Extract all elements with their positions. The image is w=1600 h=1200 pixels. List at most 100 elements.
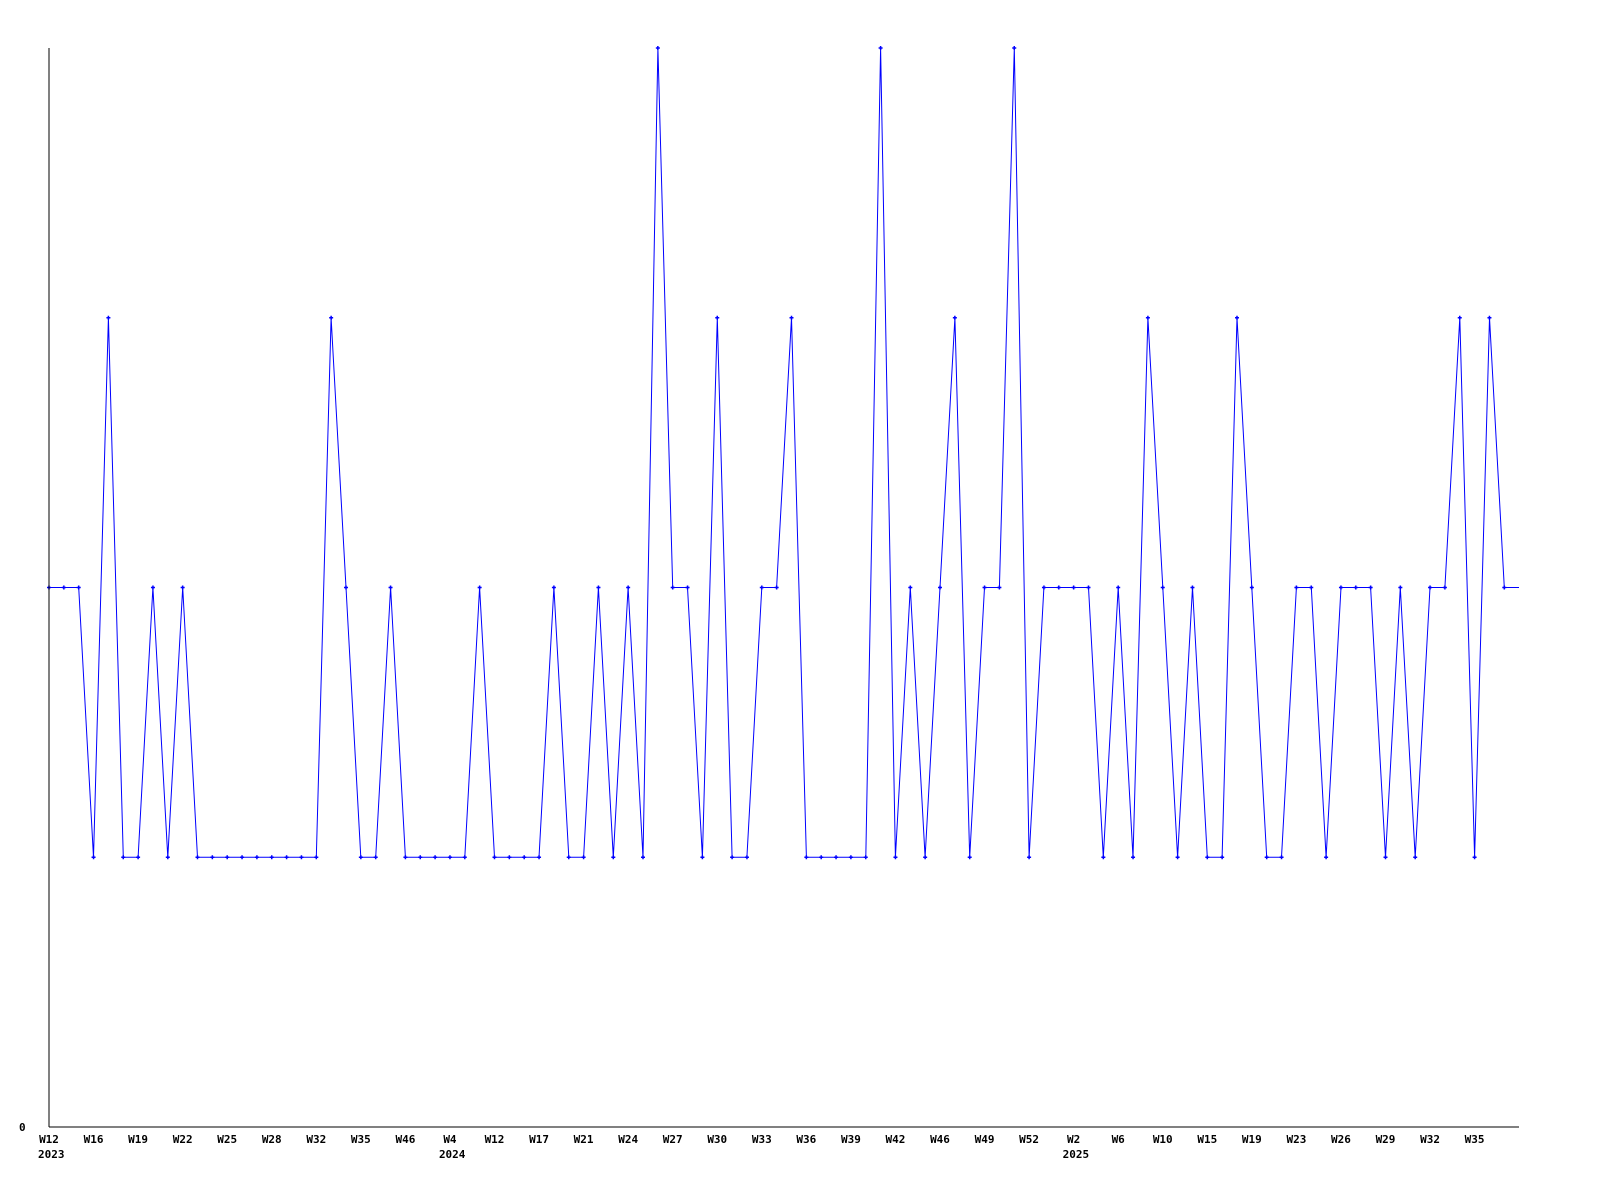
data-point xyxy=(938,585,942,590)
data-point xyxy=(581,855,586,860)
data-point xyxy=(1279,855,1284,860)
data-point xyxy=(106,315,111,320)
data-point xyxy=(388,585,393,590)
data-point xyxy=(462,855,467,860)
x-tick-label: W4 xyxy=(443,1133,457,1146)
data-point xyxy=(1309,585,1314,590)
data-point xyxy=(254,855,259,860)
year-label: 2023 xyxy=(38,1148,65,1161)
data-point xyxy=(1442,585,1447,590)
x-tick-label: W15 xyxy=(1197,1133,1217,1146)
series-line xyxy=(49,47,1519,858)
data-point xyxy=(1383,855,1388,860)
data-point xyxy=(284,855,289,860)
data-point xyxy=(1056,585,1061,590)
data-point xyxy=(225,855,230,860)
data-point xyxy=(492,855,497,860)
x-tick-label: W21 xyxy=(574,1133,594,1146)
data-point xyxy=(537,855,542,860)
data-point xyxy=(834,855,839,860)
data-point xyxy=(1116,585,1121,590)
data-point xyxy=(611,855,616,860)
data-point xyxy=(655,46,660,50)
data-point xyxy=(997,585,1002,590)
data-point xyxy=(1457,315,1462,320)
data-point xyxy=(759,585,764,590)
data-point xyxy=(863,855,868,860)
x-tick-label: W42 xyxy=(886,1133,906,1146)
data-point xyxy=(1131,855,1136,860)
data-point xyxy=(1502,585,1507,590)
data-point xyxy=(566,855,571,860)
data-point xyxy=(418,855,423,860)
data-point xyxy=(373,855,378,860)
x-tick-label: W52 xyxy=(1019,1133,1039,1146)
data-point xyxy=(1220,855,1225,860)
data-point xyxy=(744,855,749,860)
data-point xyxy=(150,585,155,590)
data-point xyxy=(180,585,185,590)
data-point xyxy=(789,315,794,320)
x-tick-label: W17 xyxy=(529,1133,549,1146)
data-point xyxy=(1413,855,1418,860)
data-point xyxy=(1235,315,1239,320)
x-tick-labels: W12 W16 W19 W22 W25 W28 W32 W35 W46 W4 W12 W17 W21 W2… xyxy=(38,1133,1485,1161)
x-tick-label: W39 xyxy=(841,1133,861,1146)
data-point xyxy=(195,855,200,860)
data-point xyxy=(804,855,809,860)
x-tick-label: W36 xyxy=(796,1133,816,1146)
data-point xyxy=(1041,585,1046,590)
data-point xyxy=(1205,855,1210,860)
x-tick-label: W19 xyxy=(128,1133,148,1146)
data-point xyxy=(952,315,957,320)
data-point xyxy=(299,855,304,860)
data-point xyxy=(1249,585,1254,590)
data-point xyxy=(165,855,170,860)
data-point xyxy=(1264,855,1269,860)
data-point xyxy=(967,855,972,860)
x-tick-label: W32 xyxy=(1420,1133,1440,1146)
data-point xyxy=(670,585,675,590)
data-point xyxy=(848,855,853,860)
x-tick-label: W27 xyxy=(663,1133,683,1146)
x-tick-label: W33 xyxy=(752,1133,772,1146)
data-point xyxy=(91,855,96,860)
data-point xyxy=(1145,315,1150,320)
x-tick-label: W46 xyxy=(930,1133,950,1146)
x-tick-label: W16 xyxy=(84,1133,104,1146)
data-point xyxy=(1012,46,1017,50)
x-tick-label: W19 xyxy=(1242,1133,1262,1146)
x-tick-label: W32 xyxy=(306,1133,326,1146)
x-tick-label: W35 xyxy=(1465,1133,1485,1146)
x-tick-label: W22 xyxy=(173,1133,193,1146)
data-point xyxy=(641,855,645,860)
x-tick-label: W30 xyxy=(707,1133,727,1146)
data-point xyxy=(329,315,334,320)
data-point xyxy=(774,585,779,590)
year-label: 2024 xyxy=(439,1148,466,1161)
data-point xyxy=(210,855,215,860)
data-point xyxy=(1160,585,1165,590)
data-point xyxy=(685,585,690,590)
data-point xyxy=(1324,855,1329,860)
data-point xyxy=(923,855,928,860)
data-point xyxy=(1190,585,1195,590)
x-tick-label: W23 xyxy=(1286,1133,1306,1146)
x-tick-label: W12 xyxy=(485,1133,505,1146)
data-point xyxy=(1175,855,1180,860)
x-tick-label: W24 xyxy=(618,1133,638,1146)
data-point xyxy=(982,585,987,590)
data-point xyxy=(1071,585,1076,590)
data-point xyxy=(700,855,705,860)
data-point xyxy=(626,585,631,590)
year-label: 2025 xyxy=(1063,1148,1090,1161)
data-point xyxy=(596,585,601,590)
data-point xyxy=(477,585,482,590)
data-point xyxy=(1428,585,1433,590)
data-point xyxy=(1398,585,1403,590)
x-tick-label: W35 xyxy=(351,1133,371,1146)
data-point xyxy=(240,855,245,860)
data-point xyxy=(1101,855,1106,860)
data-point xyxy=(730,855,735,860)
